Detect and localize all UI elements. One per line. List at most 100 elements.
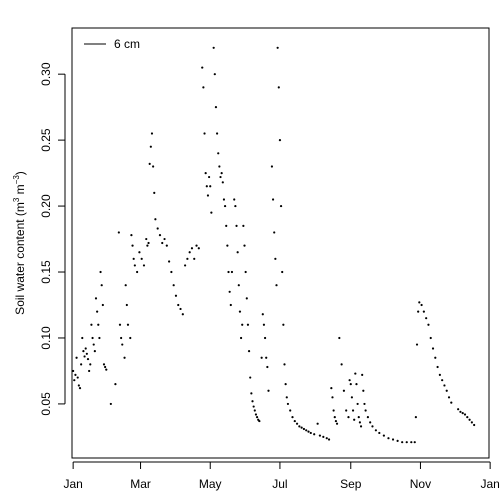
data-point: [83, 355, 86, 358]
data-point: [265, 356, 268, 359]
data-point: [350, 396, 353, 399]
data-point: [441, 379, 444, 382]
data-point: [219, 175, 222, 179]
data-point: [105, 368, 108, 371]
x-tick-label: Nov: [410, 477, 431, 491]
y-axis-title-part-2: m: [13, 184, 27, 197]
data-point: [425, 317, 428, 320]
data-point: [330, 386, 333, 390]
data-point: [267, 389, 270, 392]
data-point: [94, 297, 98, 300]
data-point: [88, 369, 91, 373]
data-point: [401, 441, 404, 444]
data-point: [396, 439, 399, 442]
data-point: [387, 437, 390, 440]
data-point: [364, 409, 367, 412]
y-tick-label: 0.15: [39, 260, 53, 284]
data-point: [347, 416, 350, 419]
data-point: [190, 247, 194, 250]
data-point: [163, 237, 166, 241]
data-point: [355, 383, 358, 386]
data-point: [374, 429, 377, 432]
data-point: [349, 383, 352, 386]
data-point: [246, 323, 250, 326]
x-tick-label: May: [199, 477, 222, 491]
data-point: [418, 301, 421, 304]
data-point: [298, 425, 301, 428]
data-point: [215, 132, 219, 135]
data-point: [459, 410, 462, 413]
data-point: [463, 413, 467, 416]
data-point: [252, 405, 255, 408]
data-point: [322, 435, 325, 438]
data-point: [227, 270, 230, 274]
data-point: [230, 270, 234, 274]
data-point: [213, 73, 216, 76]
data-point: [405, 441, 408, 444]
data-point: [275, 284, 278, 287]
data-point: [345, 409, 348, 412]
data-point: [316, 422, 319, 425]
data-point: [99, 270, 102, 274]
data-point: [179, 307, 182, 311]
data-point: [229, 303, 232, 307]
data-point: [286, 402, 290, 406]
data-point: [158, 233, 162, 237]
series-6cm: [72, 46, 476, 444]
data-point: [217, 152, 220, 155]
data-point: [447, 396, 451, 399]
y-tick-label: 0.20: [39, 194, 53, 218]
data-point: [93, 350, 96, 353]
data-point: [461, 412, 464, 415]
data-point: [378, 431, 381, 435]
data-point: [338, 336, 341, 340]
legend-label-6cm: 6 cm: [114, 37, 140, 51]
data-point: [221, 181, 224, 184]
data-point: [251, 400, 254, 403]
data-point: [332, 409, 335, 412]
data-point: [242, 224, 245, 227]
data-point: [429, 336, 432, 340]
data-point: [261, 313, 264, 316]
y-axis-title: Soil water content (m3 m−3): [12, 171, 27, 315]
data-point: [340, 363, 343, 366]
data-point: [181, 313, 184, 316]
data-point: [81, 336, 84, 340]
data-point: [102, 363, 106, 366]
data-point: [140, 257, 143, 260]
data-point: [86, 357, 90, 361]
y-axis-title-part-1: Soil water content (m: [13, 202, 27, 315]
data-point: [331, 396, 334, 399]
data-point: [342, 389, 346, 392]
data-point: [109, 402, 112, 406]
data-point: [125, 303, 128, 307]
data-point: [101, 303, 104, 307]
data-point: [226, 244, 229, 247]
data-point: [225, 224, 228, 227]
data-point: [91, 336, 94, 340]
data-point: [118, 323, 122, 326]
data-point: [76, 376, 79, 379]
data-point: [130, 233, 133, 237]
x-tick-label: Jul: [272, 477, 287, 491]
data-point: [193, 257, 196, 260]
data-point: [422, 310, 425, 313]
data-point: [363, 402, 366, 406]
data-point: [220, 171, 223, 175]
data-point: [436, 365, 439, 369]
data-point: [359, 425, 363, 428]
data-point: [244, 270, 247, 274]
data-point: [473, 423, 476, 427]
data-point: [245, 297, 248, 300]
data-point: [126, 323, 130, 326]
data-point: [82, 350, 85, 353]
data-point: [289, 409, 292, 412]
data-point: [228, 290, 231, 293]
data-point: [351, 409, 355, 412]
data-point: [202, 86, 205, 89]
data-point: [283, 363, 286, 366]
data-point: [131, 244, 134, 247]
data-point: [168, 260, 171, 263]
data-point: [201, 66, 204, 69]
